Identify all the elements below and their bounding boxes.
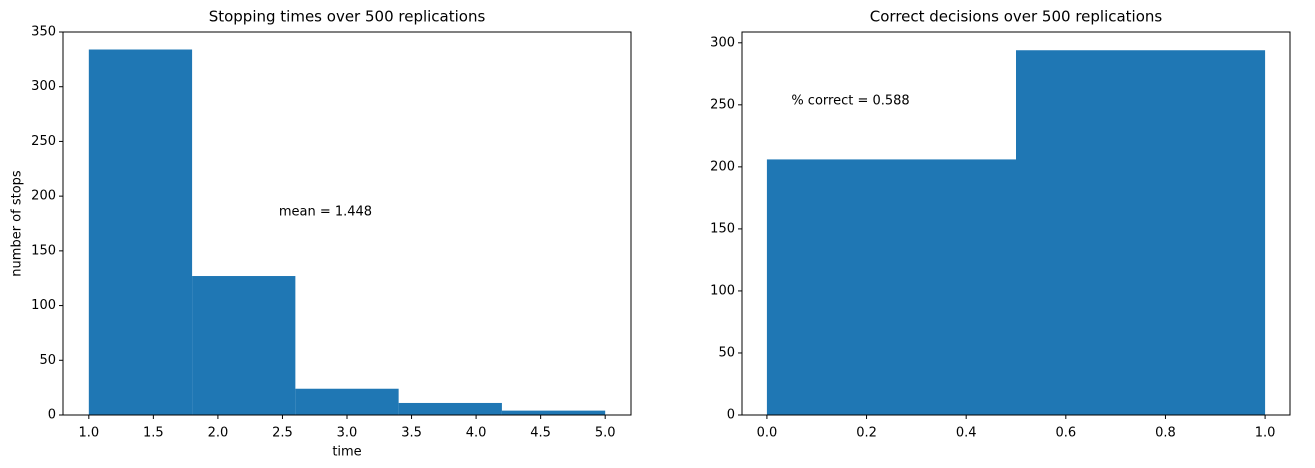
bar	[192, 276, 296, 415]
x-tick-label: 1.0	[1255, 426, 1276, 441]
x-axis-label: time	[332, 445, 361, 460]
bar	[766, 159, 1016, 415]
chart-title: Stopping times over 500 replications	[209, 8, 486, 26]
annotation: mean = 1.448	[279, 205, 372, 220]
y-tick-label: 350	[31, 25, 56, 40]
x-tick-label: 5.0	[595, 426, 616, 441]
x-tick-label: 1.0	[78, 426, 99, 441]
y-tick-label: 100	[710, 283, 735, 298]
bar	[88, 49, 193, 415]
bar	[398, 402, 502, 415]
y-tick-label: 50	[718, 345, 735, 360]
y-tick-label: 200	[710, 159, 735, 174]
y-tick-label: 300	[31, 79, 56, 94]
annotation: % correct = 0.588	[791, 93, 909, 108]
y-tick-label: 200	[31, 189, 56, 204]
x-tick-label: 3.5	[401, 426, 422, 441]
y-tick-label: 100	[31, 298, 56, 313]
x-tick-label: 2.5	[272, 426, 293, 441]
x-tick-label: 4.0	[466, 426, 487, 441]
x-tick-label: 0.4	[956, 426, 977, 441]
bar	[501, 410, 606, 415]
y-axis-label: number of stops	[10, 170, 25, 277]
y-tick-label: 250	[710, 97, 735, 112]
x-tick-label: 0.2	[856, 426, 877, 441]
y-tick-label: 150	[710, 221, 735, 236]
y-tick-label: 250	[31, 134, 56, 149]
x-tick-label: 1.5	[143, 426, 164, 441]
bar	[1016, 50, 1266, 415]
y-tick-label: 300	[710, 35, 735, 50]
y-tick-label: 50	[39, 353, 56, 368]
x-tick-label: 0.6	[1055, 426, 1076, 441]
x-tick-label: 3.0	[337, 426, 358, 441]
y-tick-label: 0	[48, 408, 56, 423]
y-tick-label: 0	[727, 408, 735, 423]
y-tick-label: 150	[31, 243, 56, 258]
x-tick-label: 4.5	[530, 426, 551, 441]
axes-frame	[741, 31, 1291, 416]
chart-title: Correct decisions over 500 replications	[870, 8, 1163, 26]
x-tick-label: 0.0	[757, 426, 778, 441]
bar	[295, 388, 399, 415]
x-tick-label: 2.0	[208, 426, 229, 441]
x-tick-label: 0.8	[1155, 426, 1176, 441]
